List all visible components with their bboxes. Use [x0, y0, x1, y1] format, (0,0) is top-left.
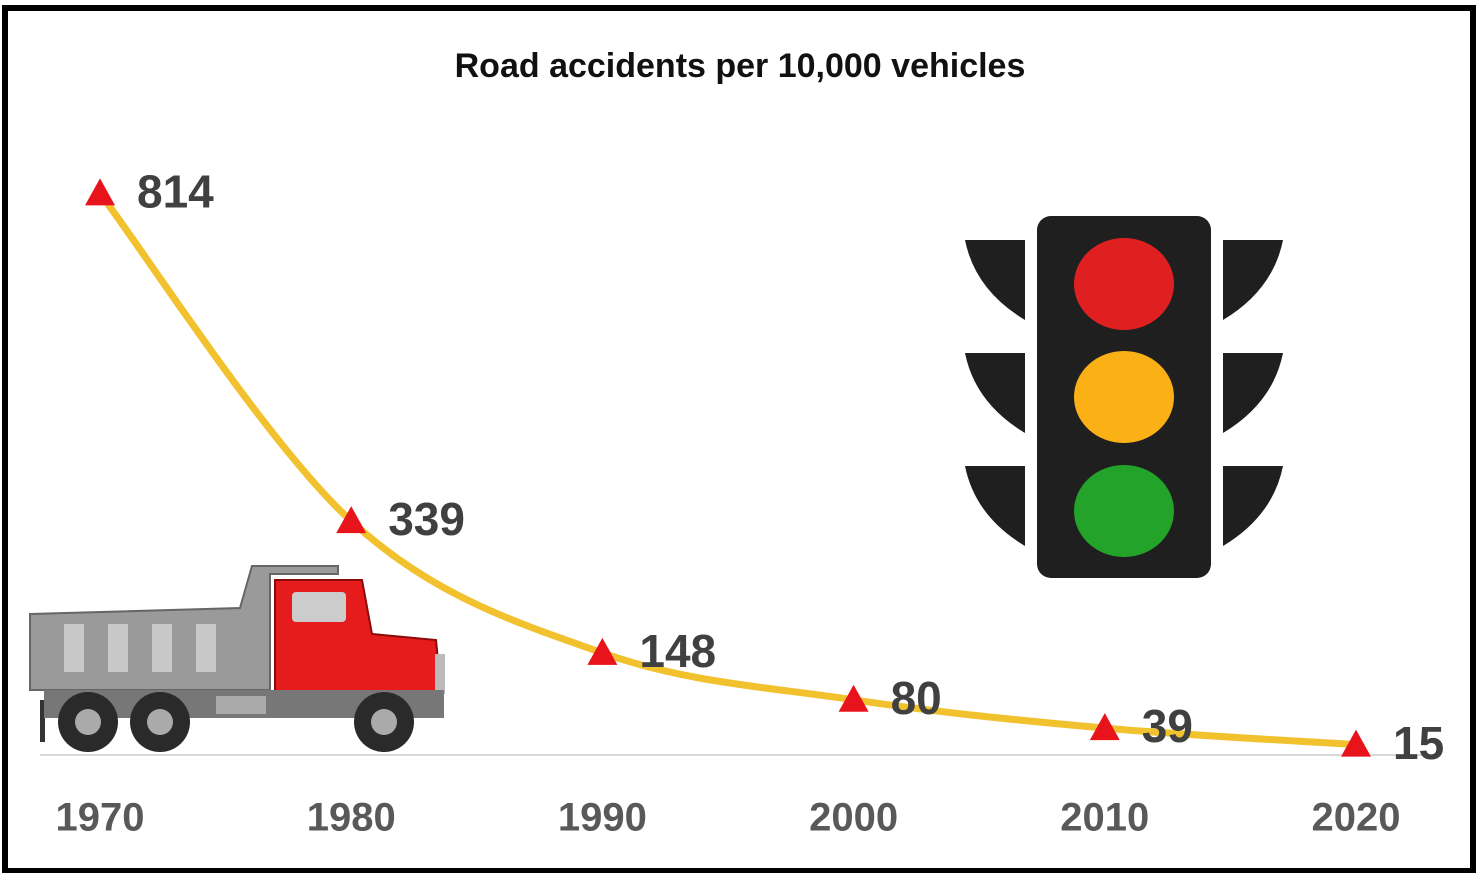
data-label: 148 [639, 625, 716, 677]
traffic-light [965, 216, 1283, 578]
chart-title: Road accidents per 10,000 vehicles [455, 47, 1026, 85]
x-tick-label: 1980 [307, 796, 396, 840]
x-tick-label: 2010 [1060, 796, 1149, 840]
data-label: 39 [1142, 700, 1193, 752]
data-label: 339 [388, 493, 465, 545]
x-tick-label: 2000 [809, 796, 898, 840]
x-tick-label: 1970 [56, 796, 145, 840]
chart: Road accidents per 10,000 vehicles 1970 1… [0, 0, 1481, 873]
x-tick-label: 2020 [1312, 796, 1401, 840]
x-tick-label: 1990 [558, 796, 647, 840]
data-label: 15 [1393, 717, 1444, 769]
data-label: 80 [891, 672, 942, 724]
data-label: 814 [137, 165, 214, 217]
